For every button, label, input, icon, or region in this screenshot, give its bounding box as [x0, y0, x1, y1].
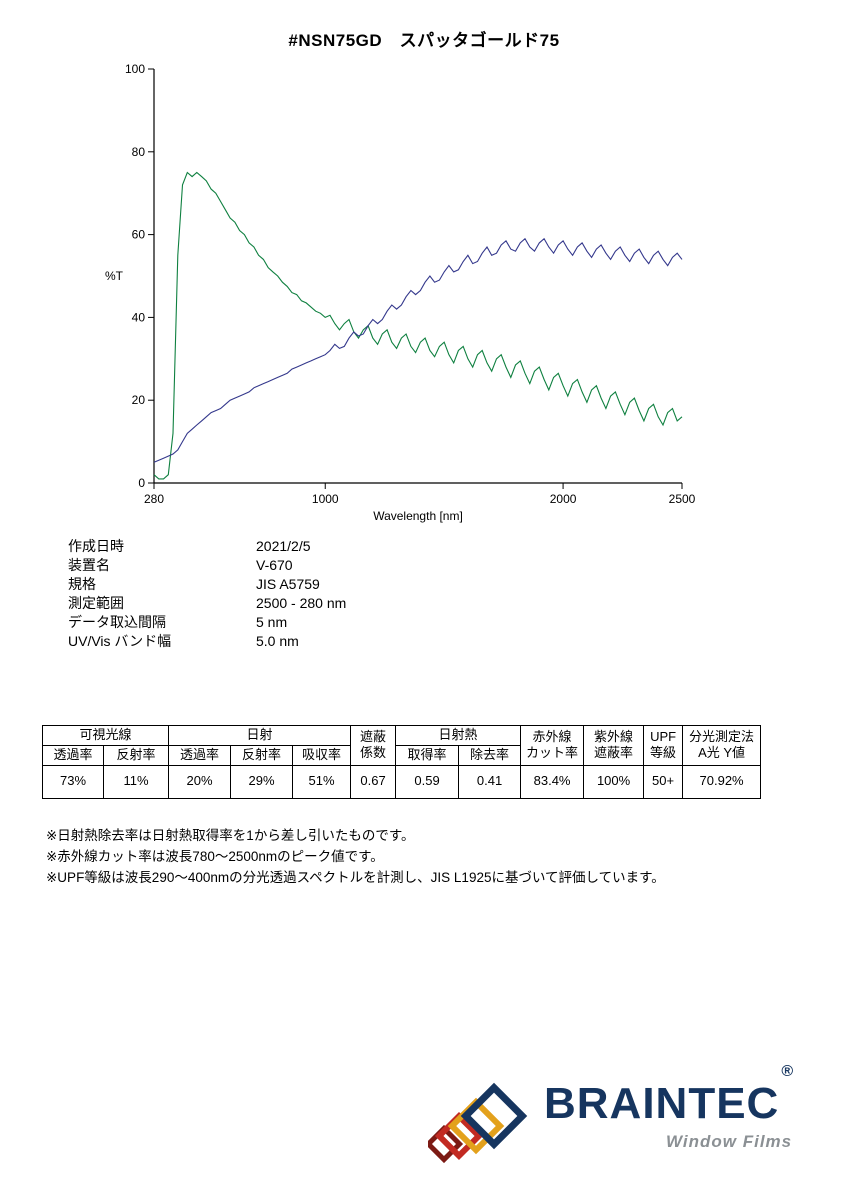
- logo-text: BRAINTEC® Window Films: [544, 1064, 793, 1152]
- y-tick-label: 80: [132, 145, 146, 159]
- value-solar-transmittance: 20%: [168, 764, 232, 799]
- upf-line1: UPF: [650, 728, 677, 744]
- value-infrared-cut: 83.4%: [520, 764, 585, 799]
- spectrum-plot: 0 20 40 60 80 100 280 1000 2000 2500 Wavelength [n…: [105, 62, 696, 523]
- meta-row-created: 作成日時 2021/2/5: [68, 537, 848, 556]
- diamond-navy: [460, 1082, 528, 1150]
- upf-line2: 等級: [650, 745, 677, 761]
- meta-row-standard: 規格 JIS A5759: [68, 575, 848, 594]
- footnote-1: ※日射熱除去率は日射熱取得率を1から差し引いたものです。: [46, 827, 415, 843]
- value-upf-grade: 50+: [643, 764, 684, 799]
- x-tick-label: 280: [144, 492, 164, 506]
- meta-value: V-670: [256, 557, 293, 573]
- meta-row-instrument: 装置名 V-670: [68, 556, 848, 575]
- green-curve: [153, 171, 683, 480]
- footnote-2: ※赤外線カット率は波長780～2500nmのピーク値です。: [46, 848, 384, 864]
- meta-label: 装置名: [68, 557, 110, 573]
- subheader-visible-transmittance: 透過率: [42, 744, 104, 766]
- col-group-solar-heat: 日射熱: [395, 725, 522, 746]
- meta-label: 規格: [68, 576, 96, 592]
- table-subheader-row: 透過率 反射率 透過率 反射率 吸収率 取得率 除去率: [42, 744, 761, 766]
- meta-value: 5 nm: [256, 614, 288, 630]
- y-tick-label: 100: [125, 62, 145, 76]
- meta-row-bandwidth: UV/Vis バンド幅 5.0 nm: [68, 632, 848, 651]
- col-group-solar: 日射: [168, 725, 352, 746]
- col-uv-shield: 紫外線 遮蔽率: [583, 725, 645, 766]
- registered-mark: ®: [781, 1063, 795, 1080]
- subheader-visible-reflectance: 反射率: [102, 744, 170, 766]
- infrared-line2: カット率: [526, 745, 579, 761]
- braintec-logo: BRAINTEC® Window Films: [428, 1064, 793, 1167]
- value-visible-transmittance: 73%: [42, 764, 104, 799]
- measurement-metadata: 作成日時 2021/2/5 装置名 V-670 規格 JIS A5759 測定範…: [68, 537, 848, 651]
- meta-label: UV/Vis バンド幅: [68, 633, 172, 649]
- x-axis-title: Wavelength [nm]: [373, 509, 463, 523]
- meta-row-interval: データ取込間隔 5 nm: [68, 613, 848, 632]
- value-heat-gain: 0.59: [395, 764, 460, 799]
- spectro-line1: 分光測定法: [689, 728, 755, 744]
- results-table: 可視光線 日射 遮蔽 係数 日射熱 赤外線 カット率 紫外線 遮蔽率 UPF 等…: [41, 725, 762, 799]
- meta-value: JIS A5759: [256, 576, 320, 592]
- navy-curve: [153, 237, 683, 463]
- footnote-3: ※UPF等級は波長290～400nmの分光透過スペクトルを計測し、JIS L19…: [46, 869, 665, 885]
- col-shading-coefficient: 遮蔽 係数: [350, 725, 397, 766]
- subheader-heat-removal: 除去率: [458, 744, 522, 766]
- value-uv-shield: 100%: [583, 764, 645, 799]
- y-tick-label: 60: [132, 228, 146, 242]
- value-solar-reflectance: 29%: [230, 764, 294, 799]
- brand-word: BRAINTEC: [544, 1079, 780, 1128]
- subheader-solar-reflectance: 反射率: [230, 744, 294, 766]
- infrared-line1: 赤外線: [532, 728, 572, 744]
- value-solar-absorptance: 51%: [292, 764, 352, 799]
- diamonds-logo-icon: [428, 1082, 528, 1164]
- x-tick-label: 2000: [550, 492, 577, 506]
- meta-label: データ取込間隔: [68, 614, 166, 630]
- meta-row-range: 測定範囲 2500 - 280 nm: [68, 594, 848, 613]
- brand-name: BRAINTEC®: [544, 1064, 793, 1128]
- meta-label: 作成日時: [68, 538, 124, 554]
- brand-tagline: Window Films: [666, 1132, 793, 1151]
- x-tick-label: 1000: [312, 492, 339, 506]
- subheader-solar-absorptance: 吸収率: [292, 744, 352, 766]
- subheader-heat-gain: 取得率: [395, 744, 460, 766]
- col-infrared-cut: 赤外線 カット率: [520, 725, 585, 766]
- value-spectro-y: 70.92%: [682, 764, 762, 799]
- y-tick-label: 40: [132, 310, 146, 324]
- page-title: #NSN75GD スパッタゴールド75: [288, 31, 560, 50]
- y-axis-title: %T: [105, 269, 124, 283]
- col-group-visible-light: 可視光線: [41, 725, 170, 746]
- value-visible-reflectance: 11%: [102, 764, 170, 799]
- table-group-header-row: 可視光線 日射 遮蔽 係数 日射熱 赤外線 カット率 紫外線 遮蔽率 UPF 等…: [41, 725, 762, 766]
- y-tick-label: 20: [132, 393, 146, 407]
- meta-label: 測定範囲: [68, 595, 124, 611]
- footnotes: ※日射熱除去率は日射熱取得率を1から差し引いたものです。 ※赤外線カット率は波長…: [46, 825, 848, 888]
- uv-line1: 紫外線: [594, 728, 634, 744]
- spectrum-chart: 0 20 40 60 80 100 280 1000 2000 2500 Wavelength [n…: [86, 55, 848, 535]
- table-value-row: 73% 11% 20% 29% 51% 0.67 0.59 0.41 83.4%…: [42, 764, 762, 799]
- meta-value: 2021/2/5: [256, 538, 311, 554]
- meta-value: 2500 - 280 nm: [256, 595, 347, 611]
- x-tick-label: 2500: [669, 492, 696, 506]
- subheader-solar-transmittance: 透過率: [168, 744, 232, 766]
- shading-line2: 係数: [360, 745, 387, 761]
- spectro-line2: A光 Y値: [698, 745, 746, 761]
- col-spectro-method: 分光測定法 A光 Y値: [682, 725, 762, 766]
- col-upf-grade: UPF 等級: [643, 725, 684, 766]
- value-heat-removal: 0.41: [458, 764, 522, 799]
- y-tick-label: 0: [138, 476, 145, 490]
- value-shading-coefficient: 0.67: [350, 764, 397, 799]
- uv-line2: 遮蔽率: [594, 745, 634, 761]
- meta-value: 5.0 nm: [256, 633, 299, 649]
- shading-line1: 遮蔽: [360, 728, 387, 744]
